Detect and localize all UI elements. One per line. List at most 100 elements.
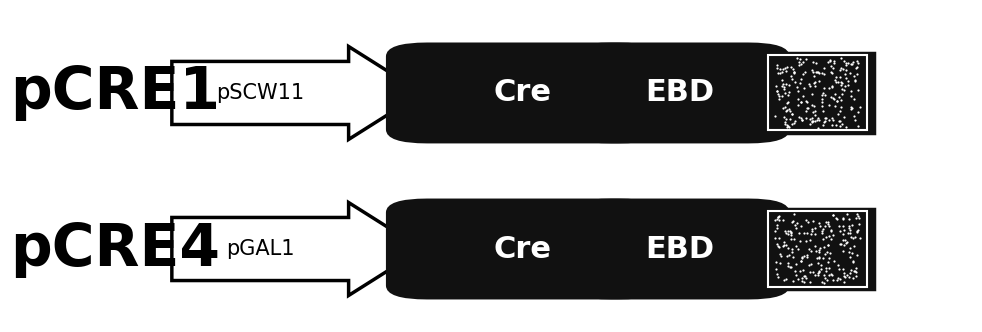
Bar [761, 53, 874, 133]
Text: Cre: Cre [494, 78, 552, 108]
Point [821, 222, 837, 227]
Point [845, 250, 860, 255]
Point [825, 212, 841, 217]
Point [824, 84, 840, 89]
Point [806, 80, 822, 86]
Point [834, 83, 849, 88]
Text: EBD: EBD [645, 234, 714, 264]
Point [817, 86, 833, 91]
Text: pCRE4: pCRE4 [10, 220, 220, 278]
Point [846, 77, 862, 83]
Point [803, 262, 819, 267]
Point [818, 268, 834, 274]
Point [838, 84, 853, 89]
Point [828, 123, 844, 128]
Point [846, 114, 861, 119]
Point [784, 76, 799, 82]
Point [820, 219, 836, 225]
Point [815, 90, 831, 95]
Point [784, 236, 799, 242]
Point [836, 66, 851, 72]
Point [796, 279, 812, 285]
Point [846, 235, 861, 240]
Point [849, 253, 865, 258]
Point [770, 92, 786, 97]
Point [816, 227, 832, 232]
Point [827, 104, 843, 109]
Point [793, 115, 809, 121]
FancyBboxPatch shape [386, 199, 660, 299]
Point [797, 69, 813, 75]
Point [780, 245, 795, 250]
Point [817, 116, 833, 121]
Point [779, 124, 794, 129]
Point [836, 274, 851, 279]
Point [835, 216, 850, 221]
Point [835, 237, 850, 242]
Point [837, 275, 852, 280]
Point [780, 108, 795, 113]
Point [839, 239, 854, 245]
Point [844, 234, 859, 240]
Point [840, 272, 855, 278]
Point [772, 260, 788, 266]
Point [773, 70, 789, 76]
Point [781, 107, 796, 112]
Point [780, 122, 795, 127]
Point [813, 267, 829, 272]
Point [792, 239, 808, 244]
Point [786, 67, 801, 72]
Point [833, 55, 848, 61]
Point [817, 275, 833, 281]
Point [825, 233, 841, 238]
Point [834, 91, 849, 96]
Point [802, 248, 818, 254]
Point [793, 258, 809, 263]
Point [816, 273, 832, 278]
Point [824, 123, 840, 128]
Point [795, 71, 811, 76]
Point [821, 234, 837, 239]
Point [771, 217, 787, 222]
Point [772, 66, 788, 71]
Point [837, 88, 852, 93]
Point [849, 109, 865, 115]
Point [795, 59, 811, 64]
Point [783, 73, 798, 78]
Point [843, 228, 858, 233]
Point [842, 245, 857, 251]
Point [769, 223, 785, 228]
Point [798, 217, 814, 222]
Point [849, 64, 865, 70]
Point [791, 115, 807, 120]
Point [840, 211, 855, 217]
Point [833, 104, 848, 110]
Point [791, 81, 807, 86]
Point [824, 64, 840, 69]
Point [827, 78, 843, 83]
Point [791, 246, 806, 251]
Point [789, 262, 804, 267]
Point [806, 74, 822, 79]
Point [780, 92, 795, 97]
Point [794, 276, 810, 281]
Point [849, 229, 865, 234]
Point [832, 124, 847, 129]
Point [814, 99, 830, 104]
Point [786, 218, 801, 224]
Point [771, 70, 787, 76]
Point [847, 117, 863, 123]
Point [841, 79, 856, 84]
Point [831, 80, 846, 85]
Point [841, 82, 856, 88]
Polygon shape [172, 46, 422, 139]
Point [837, 270, 852, 275]
Point [778, 81, 793, 86]
Point [815, 236, 831, 242]
Point [810, 69, 826, 74]
Point [790, 96, 805, 101]
Point [833, 74, 848, 79]
Point [817, 119, 833, 124]
Point [836, 215, 851, 221]
Point [845, 105, 860, 111]
